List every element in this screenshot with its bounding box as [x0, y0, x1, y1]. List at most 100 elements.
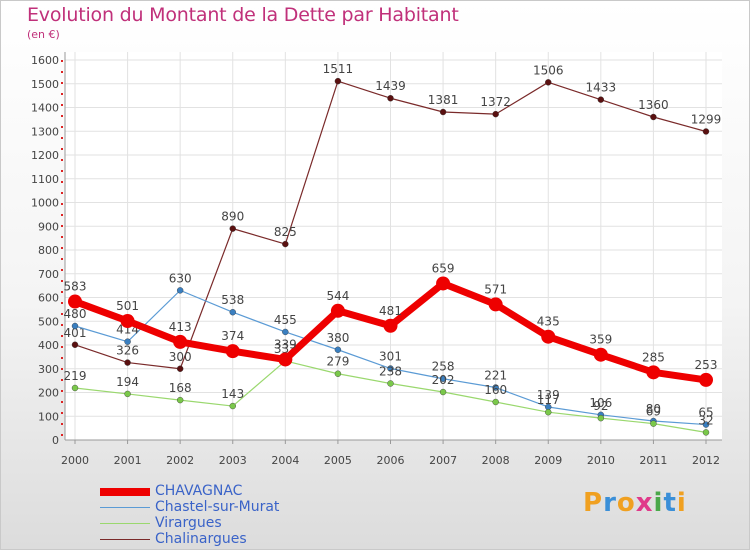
- data-label: 401: [64, 326, 87, 340]
- data-point: [545, 79, 552, 86]
- data-point: [282, 328, 289, 336]
- y-tick-label: 1000: [31, 197, 59, 210]
- data-label: 480: [64, 307, 87, 321]
- logo-letter: i: [653, 488, 664, 518]
- data-label: 659: [432, 261, 455, 275]
- data-point: [282, 240, 289, 248]
- data-label: 374: [221, 329, 244, 343]
- logo-letter: x: [635, 488, 654, 518]
- data-point: [330, 303, 345, 318]
- legend-swatch: [100, 488, 150, 496]
- data-point: [492, 398, 499, 406]
- data-point: [176, 365, 184, 372]
- x-tick-label: 2007: [429, 454, 457, 467]
- data-point: [702, 128, 710, 135]
- data-point: [334, 370, 342, 377]
- logo-letter: r: [603, 488, 617, 518]
- y-tick-label: 200: [38, 387, 59, 400]
- data-point: [387, 380, 394, 387]
- data-label: 326: [116, 344, 139, 358]
- data-label: 538: [221, 293, 244, 307]
- logo-letter: i: [676, 488, 687, 518]
- data-label: 202: [432, 373, 455, 387]
- x-tick-label: 2003: [219, 454, 247, 467]
- y-tick-label: 400: [38, 339, 59, 352]
- x-tick-label: 2004: [271, 454, 299, 467]
- x-tick-label: 2000: [61, 454, 89, 467]
- data-label: 501: [116, 299, 139, 313]
- data-label: 106: [589, 396, 612, 410]
- y-tick-label: 1300: [31, 125, 59, 138]
- data-label: 285: [642, 350, 665, 364]
- legend-label: Chastel-sur-Murat: [155, 499, 280, 515]
- y-tick-label: 0: [52, 434, 59, 447]
- data-point: [229, 402, 236, 410]
- x-tick-label: 2005: [324, 454, 352, 467]
- data-label: 219: [64, 369, 87, 383]
- data-point: [492, 110, 499, 118]
- data-label: 455: [274, 313, 297, 327]
- data-label: 339: [274, 337, 297, 351]
- data-point: [439, 388, 447, 396]
- data-point: [650, 113, 657, 121]
- data-point: [334, 77, 342, 85]
- data-point: [650, 420, 657, 427]
- data-point: [387, 95, 394, 102]
- data-label: 825: [274, 225, 297, 239]
- data-point: [436, 276, 451, 291]
- data-point: [699, 372, 713, 387]
- data-label: 300: [169, 350, 192, 364]
- x-tick-label: 2011: [639, 454, 667, 467]
- y-tick-label: 800: [38, 244, 59, 257]
- data-label: 481: [379, 304, 402, 318]
- data-point: [124, 338, 131, 345]
- data-point: [124, 359, 131, 366]
- x-tick-label: 2012: [692, 454, 720, 467]
- data-label: 571: [484, 282, 507, 296]
- data-point: [68, 294, 82, 309]
- data-label: 544: [326, 289, 349, 303]
- data-label: 65: [698, 406, 713, 420]
- data-label: 221: [484, 369, 507, 383]
- x-tick-label: 2008: [482, 454, 510, 467]
- data-point: [593, 347, 608, 362]
- data-point: [597, 96, 605, 103]
- data-label: 253: [695, 358, 718, 372]
- data-point: [176, 287, 184, 294]
- y-tick-label: 700: [38, 268, 59, 281]
- data-point: [278, 352, 293, 367]
- plot-area: [65, 52, 722, 440]
- x-tick-label: 2010: [587, 454, 615, 467]
- chart-title: Evolution du Montant de la Dette par Hab…: [27, 4, 459, 26]
- data-label: 168: [169, 381, 192, 395]
- data-label: 32: [698, 413, 713, 427]
- data-label: 435: [537, 315, 560, 329]
- data-label: 1506: [533, 63, 564, 77]
- legend-label: CHAVAGNAC: [155, 483, 243, 499]
- data-label: 1299: [691, 112, 722, 126]
- data-point: [387, 365, 394, 372]
- data-label: 1439: [375, 79, 406, 93]
- y-tick-label: 300: [38, 363, 59, 376]
- data-point: [702, 429, 710, 436]
- data-point: [439, 375, 447, 382]
- data-label: 1433: [586, 81, 617, 95]
- y-tick-label: 1100: [31, 173, 59, 186]
- data-label: 238: [379, 364, 402, 378]
- x-tick-label: 2006: [377, 454, 405, 467]
- y-tick-label: 1400: [31, 102, 59, 115]
- logo-letter: t: [663, 488, 677, 518]
- data-label: 194: [116, 375, 139, 389]
- data-point: [492, 384, 499, 391]
- y-tick-label: 900: [38, 220, 59, 233]
- data-point: [439, 108, 447, 116]
- data-label: 279: [326, 355, 349, 369]
- legend-label: Chalinargues: [155, 531, 247, 547]
- data-label: 143: [221, 387, 244, 401]
- data-point: [597, 414, 605, 422]
- data-point: [225, 344, 240, 359]
- data-point: [334, 346, 342, 353]
- data-point: [383, 318, 398, 333]
- logo-letter: o: [616, 488, 636, 518]
- data-point: [71, 384, 79, 392]
